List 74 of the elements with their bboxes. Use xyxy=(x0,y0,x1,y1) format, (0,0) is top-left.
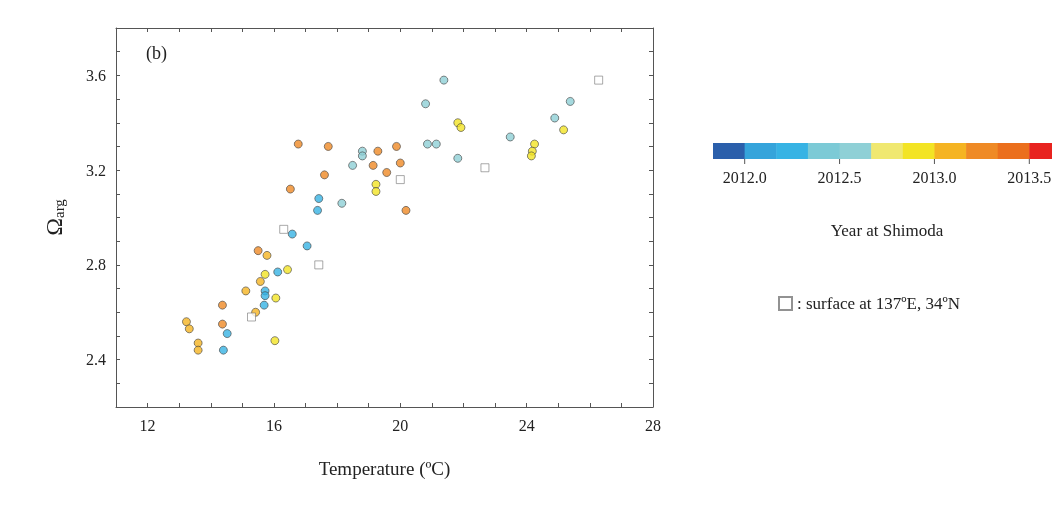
point xyxy=(423,139,432,149)
point xyxy=(505,132,515,142)
point xyxy=(184,324,194,334)
point xyxy=(392,142,401,151)
color-bar-label: 2012.5 xyxy=(817,168,862,186)
point xyxy=(193,338,203,348)
x-tick-label: 12 xyxy=(139,416,156,434)
point xyxy=(401,206,411,215)
point xyxy=(262,251,272,260)
point xyxy=(395,175,405,184)
point xyxy=(260,291,270,301)
x-tick-label: 28 xyxy=(645,416,661,434)
y-tick-label: 2.4 xyxy=(86,351,106,369)
point xyxy=(550,113,560,123)
point xyxy=(218,300,227,310)
point xyxy=(247,312,256,322)
point xyxy=(371,187,381,196)
point xyxy=(530,139,539,149)
point xyxy=(395,158,405,168)
x-axis-title: Temperature (ºC) xyxy=(318,458,451,480)
point xyxy=(348,160,357,170)
point xyxy=(253,246,263,256)
point xyxy=(382,168,392,177)
point xyxy=(314,260,324,270)
x-tick-label: 16 xyxy=(265,416,282,434)
color-bar-label: 2013.5 xyxy=(1007,168,1052,186)
point xyxy=(283,265,292,275)
point xyxy=(285,184,295,194)
point xyxy=(241,286,251,296)
point xyxy=(279,224,289,234)
point xyxy=(565,97,575,106)
point xyxy=(456,123,466,132)
x-tick-label: 24 xyxy=(518,416,535,434)
point xyxy=(594,75,604,85)
point xyxy=(260,269,270,279)
point xyxy=(421,99,430,109)
point xyxy=(526,151,536,161)
y-tick-label: 3.6 xyxy=(86,66,106,84)
point xyxy=(480,163,490,173)
point xyxy=(453,153,463,163)
point xyxy=(431,139,441,149)
point xyxy=(222,329,232,338)
point xyxy=(323,142,333,151)
point xyxy=(373,146,383,156)
point xyxy=(371,179,381,189)
point xyxy=(358,151,367,161)
point xyxy=(182,317,191,327)
point xyxy=(368,160,378,170)
point xyxy=(313,206,322,215)
y-axis-title: Ωarg xyxy=(40,198,67,236)
annotation: (b) xyxy=(146,43,167,64)
point xyxy=(439,75,449,85)
point xyxy=(314,194,324,203)
x-tick-label: 20 xyxy=(392,416,409,434)
point xyxy=(273,267,283,277)
y-tick-label: 3.2 xyxy=(86,161,106,179)
color-bar-title: Year at Shimoda xyxy=(830,221,944,240)
point xyxy=(293,139,303,149)
point xyxy=(337,198,347,208)
point xyxy=(219,345,228,355)
point xyxy=(270,336,280,346)
point xyxy=(218,319,227,329)
legend-label: : surface at 137ºE, 34ºN xyxy=(797,294,961,313)
point xyxy=(559,125,569,135)
point xyxy=(193,345,203,355)
point xyxy=(271,293,281,303)
point xyxy=(255,277,265,286)
point xyxy=(302,241,312,251)
y-tick-label: 2.8 xyxy=(86,256,106,274)
point xyxy=(320,170,329,180)
point xyxy=(287,229,297,239)
point xyxy=(259,300,269,310)
color-bar-label: 2013.0 xyxy=(912,168,957,186)
color-bar-label: 2012.0 xyxy=(722,168,767,186)
